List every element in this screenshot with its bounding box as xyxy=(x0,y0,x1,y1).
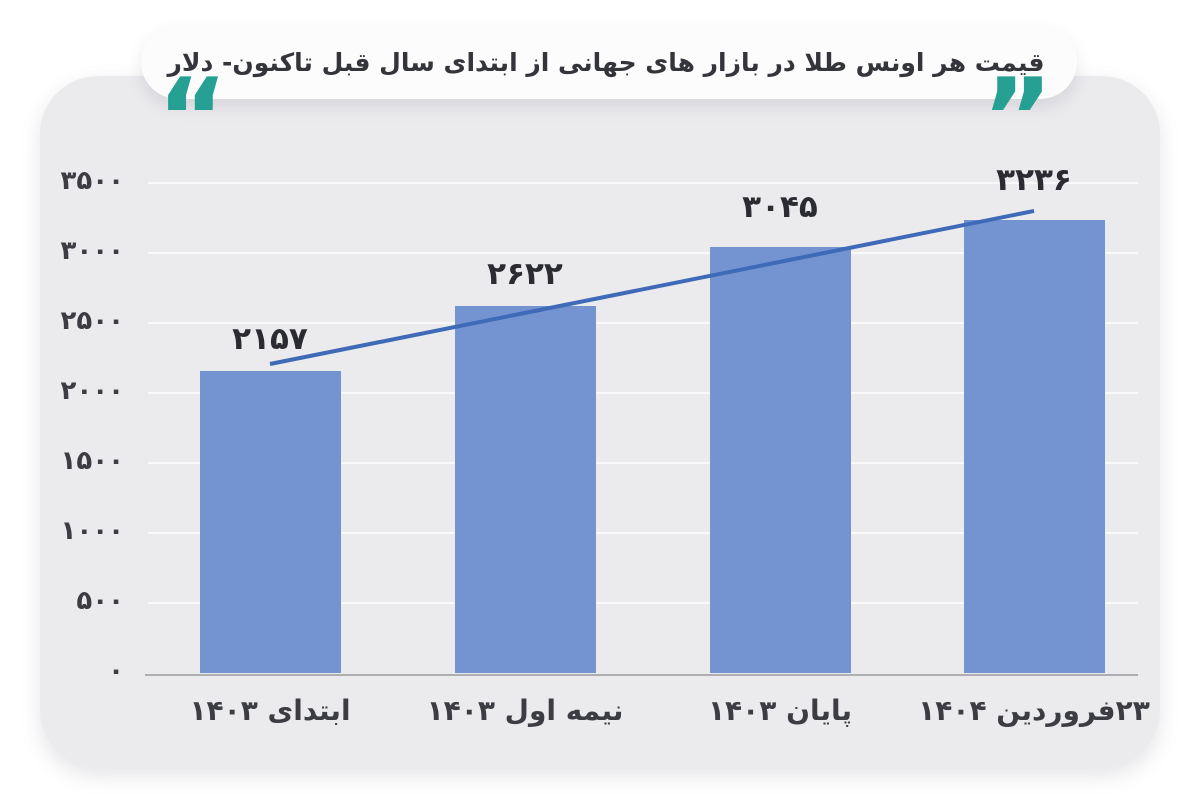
y-axis-tick-label: ۲۵۰۰ xyxy=(60,306,124,336)
chart-title: قیمت هر اونس طلا در بازار های جهانی از ا… xyxy=(167,47,1045,77)
bar xyxy=(963,219,1105,673)
bar-value-label: ۳۰۴۵ xyxy=(742,188,818,225)
gridline xyxy=(148,532,1138,534)
y-axis-tick-label: ۵۰۰ xyxy=(76,586,124,616)
gridline xyxy=(148,462,1138,464)
x-axis-label: نیمه اول ۱۴۰۳ xyxy=(426,694,624,727)
bar-value-label: ۲۱۵۷ xyxy=(232,321,308,358)
y-axis-tick-label: ۲۰۰۰ xyxy=(60,376,124,406)
x-axis-label: ۲۳فروردین ۱۴۰۴ xyxy=(918,694,1150,727)
y-axis-tick-label: ۳۰۰۰ xyxy=(60,236,124,266)
bar-value-label: ۲۶۲۲ xyxy=(487,255,563,292)
x-axis-line xyxy=(145,674,1138,676)
x-axis-label: پایان ۱۴۰۳ xyxy=(707,694,853,727)
chart-title-banner: ” قیمت هر اونس طلا در بازار های جهانی از… xyxy=(141,25,1077,173)
y-axis-tick-label: ۳۵۰۰ xyxy=(60,166,124,196)
y-axis-tick-label: ۱۰۰۰ xyxy=(60,516,124,546)
x-axis-label: ابتدای ۱۴۰۳ xyxy=(189,694,351,727)
bar xyxy=(709,246,851,673)
bar-value-label: ۳۲۳۶ xyxy=(996,161,1072,198)
bar xyxy=(199,371,341,673)
y-axis-tick-label: ۰ xyxy=(108,656,124,686)
y-axis-tick-label: ۱۵۰۰ xyxy=(60,446,124,476)
gridline xyxy=(148,182,1138,184)
gridline xyxy=(148,602,1138,604)
gridline xyxy=(148,392,1138,394)
bar xyxy=(454,305,596,673)
